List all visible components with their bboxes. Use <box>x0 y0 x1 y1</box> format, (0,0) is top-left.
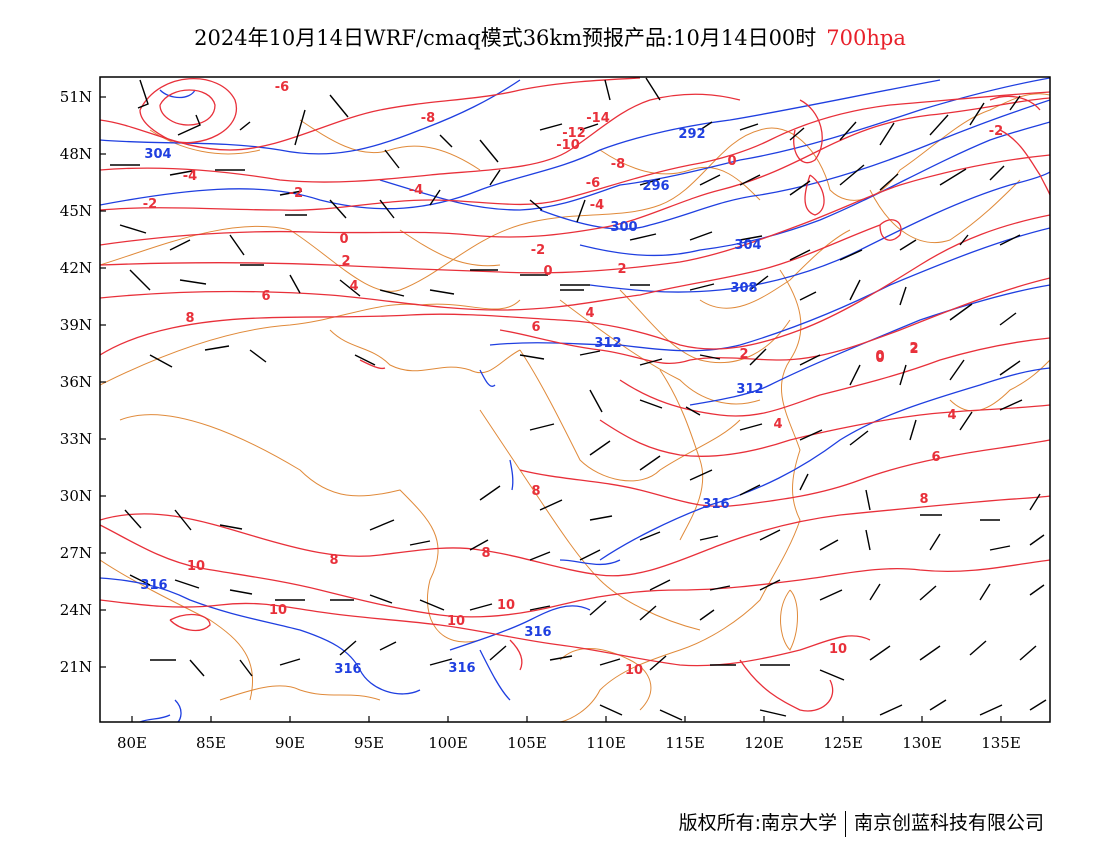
lat-label: 45N <box>60 202 92 220</box>
height-label: 316 <box>524 625 551 640</box>
lon-label: 115E <box>665 734 705 752</box>
wind-barbs <box>110 77 1047 721</box>
copyright-footer: 版权所有:南京大学 南京创蓝科技有限公司 <box>679 808 1044 837</box>
copyright-owner: 版权所有:南京大学 <box>678 812 837 834</box>
temp-label: 4 <box>947 408 956 423</box>
title-text: 2024年10月14日WRF/cmaq模式36km预报产品:10月14日00时 <box>194 26 817 50</box>
temp-label: 4 <box>773 417 782 432</box>
height-labels: 304 292 296 300 304 308 312 312 316 316 … <box>140 127 763 677</box>
lon-label: 95E <box>354 734 384 752</box>
temp-label: 2 <box>341 254 350 269</box>
lat-label: 36N <box>60 373 92 391</box>
temp-label: 6 <box>931 450 940 465</box>
chart-title: 2024年10月14日WRF/cmaq模式36km预报产品:10月14日00时 7… <box>0 22 1100 52</box>
temp-label: -14 <box>586 111 610 126</box>
temperature-contours <box>100 77 1050 712</box>
lon-label: 80E <box>117 734 147 752</box>
temp-label: -2 <box>289 186 303 201</box>
temp-label: 0 <box>727 154 736 169</box>
temp-label: 0 <box>543 264 552 279</box>
lon-label: 135E <box>981 734 1021 752</box>
latitude-axis: 51N 48N 45N 42N 39N 36N 33N 30N 27N 24N … <box>60 88 106 676</box>
height-label: 292 <box>678 127 705 142</box>
temp-label: 0 <box>875 351 884 366</box>
temp-label: 2 <box>617 262 626 277</box>
lat-label: 24N <box>60 601 92 619</box>
temp-label: -12 <box>562 126 586 141</box>
lat-label: 42N <box>60 259 92 277</box>
temp-label: 8 <box>185 311 194 326</box>
temp-label: 10 <box>625 663 643 678</box>
copyright-company: 南京创蓝科技有限公司 <box>853 812 1044 834</box>
height-label: 316 <box>334 662 361 677</box>
temp-label: 0 <box>339 232 348 247</box>
height-label: 308 <box>730 281 757 296</box>
longitude-axis: 80E 85E 90E 95E 100E 105E 110E 115E 120E… <box>117 716 1021 752</box>
temp-label: 10 <box>187 559 205 574</box>
temp-label: 10 <box>497 598 515 613</box>
temp-label: -2 <box>531 243 545 258</box>
lat-label: 51N <box>60 88 92 106</box>
height-label: 304 <box>144 147 171 162</box>
temp-label: -8 <box>421 111 435 126</box>
temp-label: 2 <box>909 342 918 357</box>
lat-label: 27N <box>60 544 92 562</box>
height-label: 316 <box>140 578 167 593</box>
lon-label: 110E <box>586 734 626 752</box>
lat-label: 39N <box>60 316 92 334</box>
lon-label: 90E <box>275 734 305 752</box>
height-label: 316 <box>448 661 475 676</box>
temp-label: 6 <box>261 289 270 304</box>
lon-label: 105E <box>507 734 547 752</box>
lon-label: 130E <box>902 734 942 752</box>
temp-label: 10 <box>447 614 465 629</box>
height-label: 312 <box>736 382 763 397</box>
temp-label: 0 <box>875 349 884 364</box>
height-label: 304 <box>734 238 761 253</box>
temp-label: -8 <box>611 157 625 172</box>
temp-label: 6 <box>531 320 540 335</box>
height-label: 300 <box>610 220 637 235</box>
lon-label: 125E <box>823 734 863 752</box>
temp-label: 8 <box>919 492 928 507</box>
lon-label: 100E <box>428 734 468 752</box>
boundary-lines <box>100 93 1050 722</box>
temp-label: 8 <box>481 546 490 561</box>
lat-label: 33N <box>60 430 92 448</box>
lat-label: 48N <box>60 145 92 163</box>
temp-label: 4 <box>349 279 358 294</box>
temp-label: -2 <box>989 124 1003 139</box>
plot-frame <box>99 76 1051 723</box>
temp-label: 2 <box>739 347 748 362</box>
temp-label: 10 <box>269 603 287 618</box>
temp-label: -6 <box>586 176 600 191</box>
lon-label: 85E <box>196 734 226 752</box>
temp-label: 10 <box>829 642 847 657</box>
temp-label: -10 <box>556 138 580 153</box>
temp-label: -6 <box>275 80 289 95</box>
height-label: 312 <box>594 336 621 351</box>
lon-label: 120E <box>744 734 784 752</box>
lat-label: 21N <box>60 658 92 676</box>
temp-label: -4 <box>590 198 604 213</box>
temp-label: 2 <box>909 341 918 356</box>
temp-label: 4 <box>585 306 594 321</box>
temp-label: -4 <box>183 169 197 184</box>
height-label: 296 <box>642 179 669 194</box>
temp-label: -2 <box>143 197 157 212</box>
lat-label: 30N <box>60 487 92 505</box>
copyright-divider <box>844 810 846 837</box>
pressure-level: 700hpa <box>826 26 906 50</box>
temperature-labels: -6 -8 -14 -12 -10 -8 -6 -4 -4 -2 -2 0 -2… <box>143 80 1003 678</box>
height-label: 316 <box>702 497 729 512</box>
temp-label: 8 <box>329 553 338 568</box>
temp-label: 8 <box>531 484 540 499</box>
temp-label: -4 <box>409 183 423 198</box>
